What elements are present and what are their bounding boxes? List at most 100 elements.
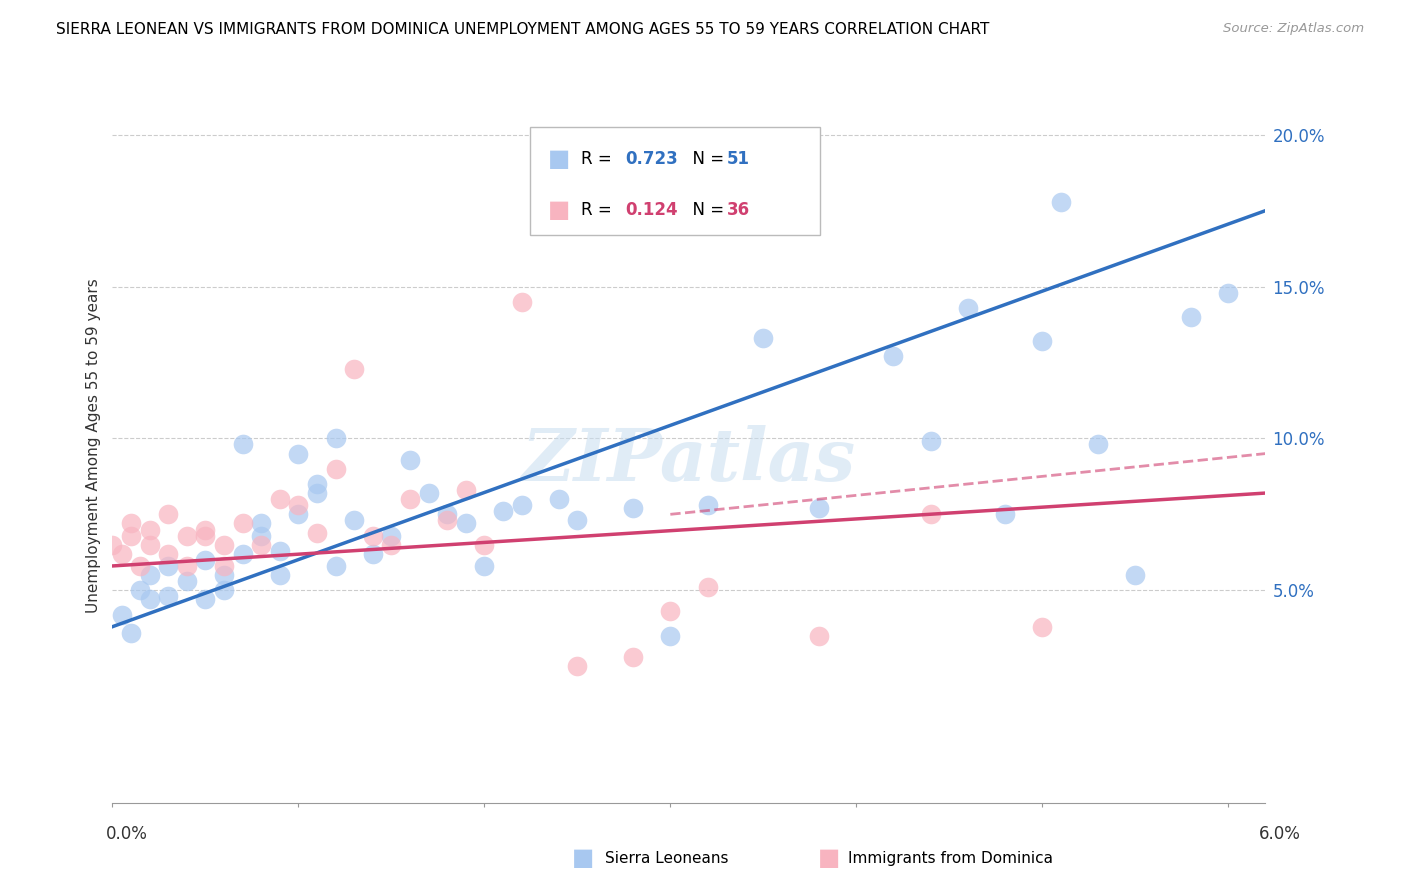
- Point: [120, 528, 142, 542]
- Text: Sierra Leoneans: Sierra Leoneans: [605, 851, 728, 865]
- Point: [956, 301, 979, 315]
- Point: [111, 547, 134, 561]
- Point: [1218, 285, 1240, 300]
- Point: [325, 462, 347, 476]
- Point: [325, 431, 347, 445]
- Point: [343, 513, 366, 527]
- Point: [696, 498, 718, 512]
- Point: [1087, 437, 1109, 451]
- Point: [1123, 568, 1146, 582]
- Point: [194, 592, 217, 607]
- Point: [510, 498, 533, 512]
- Point: [287, 508, 309, 522]
- Point: [212, 558, 235, 573]
- Point: [269, 492, 291, 507]
- Point: [269, 543, 291, 558]
- Text: 0.0%: 0.0%: [105, 825, 148, 843]
- Text: R =: R =: [581, 201, 617, 219]
- Text: ZIPatlas: ZIPatlas: [522, 425, 856, 496]
- Point: [621, 650, 644, 665]
- Point: [250, 516, 273, 531]
- Text: SIERRA LEONEAN VS IMMIGRANTS FROM DOMINICA UNEMPLOYMENT AMONG AGES 55 TO 59 YEAR: SIERRA LEONEAN VS IMMIGRANTS FROM DOMINI…: [56, 22, 990, 37]
- Point: [138, 538, 160, 552]
- Point: [659, 605, 682, 619]
- Text: R =: R =: [581, 150, 617, 168]
- Y-axis label: Unemployment Among Ages 55 to 59 years: Unemployment Among Ages 55 to 59 years: [86, 278, 101, 614]
- Point: [808, 629, 831, 643]
- Point: [882, 350, 904, 364]
- Text: 6.0%: 6.0%: [1258, 825, 1301, 843]
- Point: [454, 483, 477, 497]
- Point: [157, 558, 180, 573]
- Point: [194, 528, 217, 542]
- Point: [129, 583, 152, 598]
- Text: ■: ■: [548, 147, 571, 170]
- Point: [1050, 194, 1073, 209]
- Text: ■: ■: [548, 198, 571, 221]
- Point: [361, 547, 384, 561]
- Point: [111, 607, 134, 622]
- Point: [752, 331, 775, 345]
- Point: [920, 508, 942, 522]
- Point: [194, 553, 217, 567]
- Text: 36: 36: [727, 201, 749, 219]
- Point: [474, 558, 496, 573]
- Point: [212, 568, 235, 582]
- Text: N =: N =: [682, 150, 730, 168]
- Text: 0.723: 0.723: [626, 150, 679, 168]
- Point: [176, 574, 198, 588]
- Point: [1031, 620, 1053, 634]
- Point: [399, 452, 422, 467]
- Point: [194, 523, 217, 537]
- Point: [418, 486, 440, 500]
- Text: ■: ■: [818, 847, 841, 870]
- Point: [361, 528, 384, 542]
- Point: [232, 547, 254, 561]
- Point: [287, 498, 309, 512]
- Text: Immigrants from Dominica: Immigrants from Dominica: [848, 851, 1053, 865]
- Point: [621, 501, 644, 516]
- Text: N =: N =: [682, 201, 730, 219]
- Point: [138, 592, 160, 607]
- Point: [659, 629, 682, 643]
- Point: [129, 558, 152, 573]
- Point: [176, 558, 198, 573]
- Point: [250, 538, 273, 552]
- Point: [567, 513, 589, 527]
- Point: [325, 558, 347, 573]
- Point: [343, 361, 366, 376]
- Point: [547, 492, 569, 507]
- Point: [120, 516, 142, 531]
- Point: [250, 528, 273, 542]
- Point: [436, 508, 458, 522]
- Point: [380, 538, 402, 552]
- Point: [920, 434, 942, 449]
- Point: [474, 538, 496, 552]
- Text: ■: ■: [572, 847, 595, 870]
- Point: [1031, 334, 1053, 349]
- Point: [157, 508, 180, 522]
- Point: [120, 625, 142, 640]
- Point: [567, 659, 589, 673]
- Text: Source: ZipAtlas.com: Source: ZipAtlas.com: [1223, 22, 1364, 36]
- Point: [1180, 310, 1202, 324]
- Point: [305, 525, 328, 540]
- Point: [232, 516, 254, 531]
- Text: 51: 51: [727, 150, 749, 168]
- Point: [399, 492, 422, 507]
- Point: [269, 568, 291, 582]
- Point: [994, 508, 1017, 522]
- Point: [436, 513, 458, 527]
- Point: [232, 437, 254, 451]
- Point: [380, 528, 402, 542]
- Point: [510, 294, 533, 309]
- Point: [212, 538, 235, 552]
- Point: [157, 590, 180, 604]
- Point: [212, 583, 235, 598]
- Point: [287, 447, 309, 461]
- Point: [696, 580, 718, 594]
- Point: [176, 528, 198, 542]
- Point: [138, 523, 160, 537]
- Point: [138, 568, 160, 582]
- Point: [305, 486, 328, 500]
